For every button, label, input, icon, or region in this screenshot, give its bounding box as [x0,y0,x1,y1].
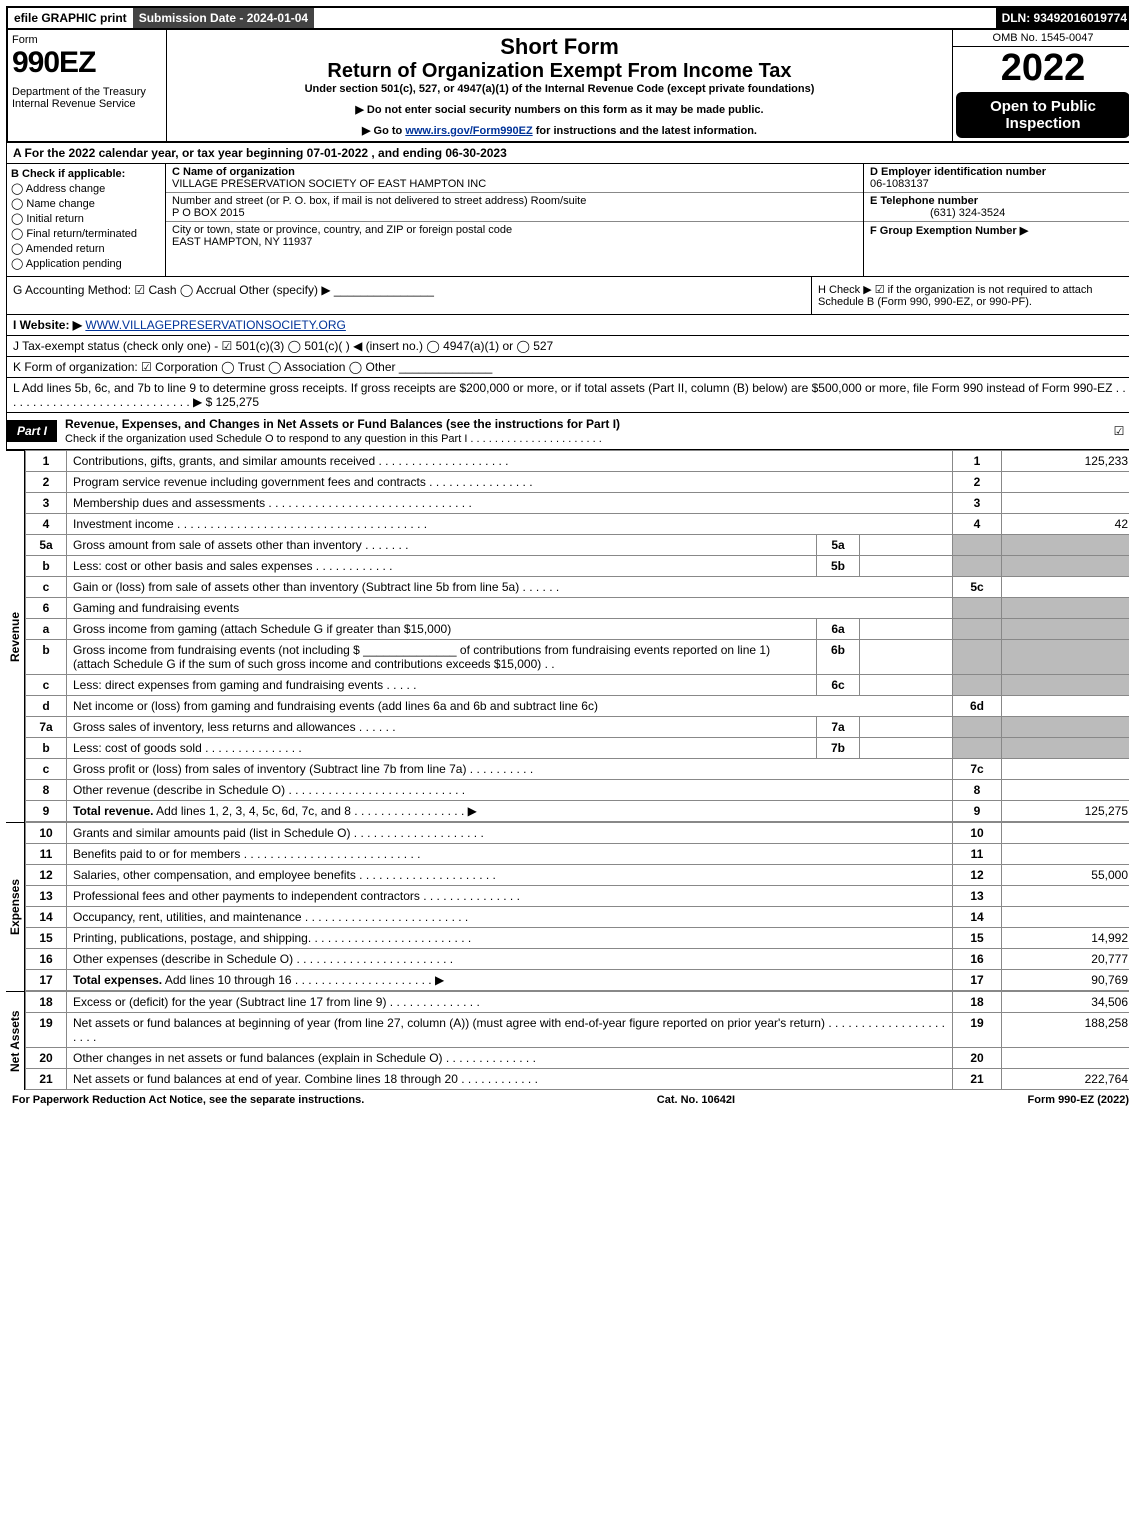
revenue-label: Revenue [6,450,25,822]
b-label: B Check if applicable: [11,168,161,180]
table-row: cGain or (loss) from sale of assets othe… [26,577,1129,598]
f-label: F Group Exemption Number ▶ [870,225,1028,237]
entity-block: B Check if applicable: ◯ Address change … [6,164,1129,277]
part-i-sub: Check if the organization used Schedule … [65,433,602,445]
org-name: VILLAGE PRESERVATION SOCIETY OF EAST HAM… [172,178,486,190]
tax-year: 2022 [953,47,1129,89]
goto-pre: ▶ Go to [362,125,405,137]
part-i-checkbox[interactable]: ☑ [1104,424,1129,438]
table-row: 19Net assets or fund balances at beginni… [26,1013,1129,1048]
form-label: Form [12,34,162,46]
table-row: bLess: cost of goods sold . . . . . . . … [26,738,1129,759]
top-bar: efile GRAPHIC print Submission Date - 20… [6,6,1129,30]
gh-block: G Accounting Method: ☑ Cash ◯ Accrual Ot… [6,277,1129,315]
table-row: 14Occupancy, rent, utilities, and mainte… [26,907,1129,928]
irs-link[interactable]: www.irs.gov/Form990EZ [405,125,532,137]
expenses-table: 10Grants and similar amounts paid (list … [25,822,1129,991]
form-header: Form 990EZ Department of the Treasury In… [6,30,1129,143]
line-i: I Website: ▶ WWW.VILLAGEPRESERVATIONSOCI… [6,315,1129,336]
section-b: B Check if applicable: ◯ Address change … [7,164,166,276]
efile-label[interactable]: efile GRAPHIC print [8,8,133,28]
phone: (631) 324-3524 [870,207,1005,219]
part-i-header: Part I Revenue, Expenses, and Changes in… [6,413,1129,450]
table-row: 5aGross amount from sale of assets other… [26,535,1129,556]
chk-pending[interactable]: ◯ Application pending [11,257,161,270]
short-form-title: Short Form [171,34,948,60]
table-row: 11Benefits paid to or for members . . . … [26,844,1129,865]
chk-address[interactable]: ◯ Address change [11,182,161,195]
table-row: bLess: cost or other basis and sales exp… [26,556,1129,577]
table-row: 15Printing, publications, postage, and s… [26,928,1129,949]
l-text: L Add lines 5b, 6c, and 7b to line 9 to … [13,381,1126,409]
table-row: 16Other expenses (describe in Schedule O… [26,949,1129,970]
table-row: 8Other revenue (describe in Schedule O) … [26,780,1129,801]
i-label: I Website: ▶ [13,318,82,332]
table-row: 21Net assets or fund balances at end of … [26,1069,1129,1090]
line-h: H Check ▶ ☑ if the organization is not r… [811,277,1129,314]
net-assets-table: 18Excess or (deficit) for the year (Subt… [25,991,1129,1090]
website-link[interactable]: WWW.VILLAGEPRESERVATIONSOCIETY.ORG [85,318,346,332]
table-row: 2Program service revenue including gover… [26,472,1129,493]
footer-right: Form 990-EZ (2022) [1028,1094,1129,1106]
line-a: A For the 2022 calendar year, or tax yea… [6,143,1129,164]
table-row: 10Grants and similar amounts paid (list … [26,823,1129,844]
l-amount: 125,275 [216,395,259,409]
under-section: Under section 501(c), 527, or 4947(a)(1)… [171,83,948,95]
table-row: 20Other changes in net assets or fund ba… [26,1048,1129,1069]
table-row: 4Investment income . . . . . . . . . . .… [26,514,1129,535]
table-row: 12Salaries, other compensation, and empl… [26,865,1129,886]
table-row: 7aGross sales of inventory, less returns… [26,717,1129,738]
c-street-lbl: Number and street (or P. O. box, if mail… [172,195,586,207]
form-number: 990EZ [12,46,162,80]
table-row: 13Professional fees and other payments t… [26,886,1129,907]
table-row: aGross income from gaming (attach Schedu… [26,619,1129,640]
chk-amended[interactable]: ◯ Amended return [11,242,161,255]
line-j: J Tax-exempt status (check only one) - ☑… [6,336,1129,357]
org-city: EAST HAMPTON, NY 11937 [172,236,312,248]
org-street: P O BOX 2015 [172,207,245,219]
table-row: bGross income from fundraising events (n… [26,640,1129,675]
goto-note: ▶ Go to www.irs.gov/Form990EZ for instru… [171,124,948,137]
part-i-label: Part I [7,420,57,442]
table-row: cGross profit or (loss) from sales of in… [26,759,1129,780]
chk-name[interactable]: ◯ Name change [11,197,161,210]
table-row: 1Contributions, gifts, grants, and simil… [26,451,1129,472]
department: Department of the Treasury Internal Reve… [12,86,162,110]
chk-final[interactable]: ◯ Final return/terminated [11,227,161,240]
table-row: 9Total revenue. Add lines 1, 2, 3, 4, 5c… [26,801,1129,822]
c-name-lbl: C Name of organization [172,166,295,178]
table-row: 18Excess or (deficit) for the year (Subt… [26,992,1129,1013]
open-inspection: Open to Public Inspection [956,92,1129,138]
section-c: C Name of organizationVILLAGE PRESERVATI… [166,164,863,276]
expenses-label: Expenses [6,822,25,991]
e-label: E Telephone number [870,195,978,207]
line-k: K Form of organization: ☑ Corporation ◯ … [6,357,1129,378]
ein: 06-1083137 [870,178,929,190]
c-city-lbl: City or town, state or province, country… [172,224,512,236]
dln: DLN: 93492016019774 [996,8,1129,28]
footer-left: For Paperwork Reduction Act Notice, see … [12,1094,364,1106]
ssn-note: ▶ Do not enter social security numbers o… [171,103,948,116]
table-row: 6Gaming and fundraising events [26,598,1129,619]
submission-date: Submission Date - 2024-01-04 [133,8,314,28]
section-def: D Employer identification number06-10831… [863,164,1129,276]
footer: For Paperwork Reduction Act Notice, see … [6,1090,1129,1110]
netassets-label: Net Assets [6,991,25,1090]
line-g: G Accounting Method: ☑ Cash ◯ Accrual Ot… [7,277,811,314]
table-row: 3Membership dues and assessments . . . .… [26,493,1129,514]
part-i-title: Revenue, Expenses, and Changes in Net As… [57,413,1104,449]
goto-post: for instructions and the latest informat… [536,125,757,137]
table-row: cLess: direct expenses from gaming and f… [26,675,1129,696]
return-title: Return of Organization Exempt From Incom… [171,60,948,83]
line-l: L Add lines 5b, 6c, and 7b to line 9 to … [6,378,1129,413]
chk-initial[interactable]: ◯ Initial return [11,212,161,225]
omb-number: OMB No. 1545-0047 [953,30,1129,47]
d-label: D Employer identification number [870,166,1046,178]
revenue-table: 1Contributions, gifts, grants, and simil… [25,450,1129,822]
table-row: 17Total expenses. Add lines 10 through 1… [26,970,1129,991]
table-row: dNet income or (loss) from gaming and fu… [26,696,1129,717]
footer-cat: Cat. No. 10642I [657,1094,735,1106]
